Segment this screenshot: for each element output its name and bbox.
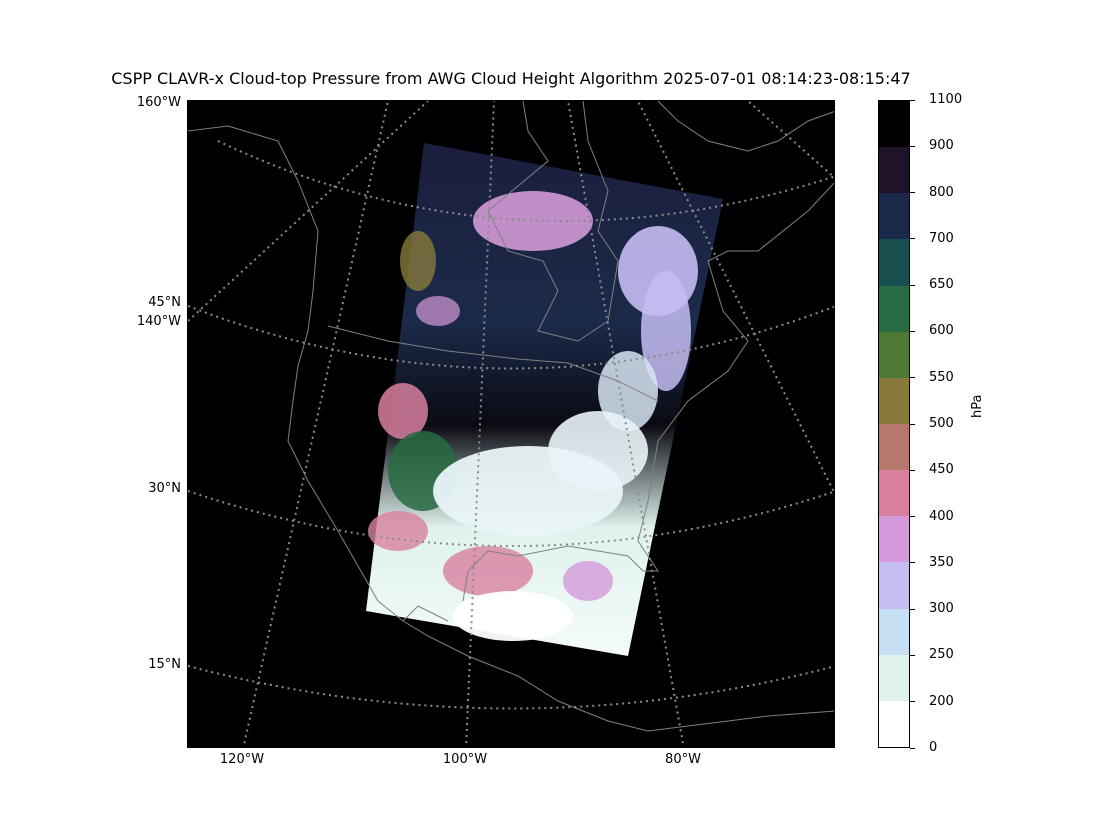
colorbar-tick-label: 350: [929, 554, 954, 570]
map-panel: [187, 100, 835, 748]
colorbar-tick-label: 1100: [929, 92, 963, 107]
colorbar-tick-mark: [910, 469, 915, 471]
lon-label-120w: 120°W: [219, 752, 265, 767]
colorbar-tick-mark: [910, 516, 915, 518]
colorbar-units-label: hPa: [970, 394, 985, 418]
colorbar-tick-mark: [910, 423, 915, 425]
lat-label-15n: 15°N: [148, 657, 181, 672]
colorbar-tick-label: 900: [929, 138, 954, 154]
colorbar-tick-label: 600: [929, 323, 954, 339]
lon-label-100w: 100°W: [442, 752, 488, 767]
map-svg: [188, 101, 834, 747]
colorbar-segment: [879, 284, 909, 332]
lon-label-160w: 160°W: [136, 95, 181, 110]
colorbar-segment: [879, 700, 909, 747]
colorbar-tick-label: 250: [929, 647, 954, 663]
colorbar-tick-label: 300: [929, 601, 954, 617]
colorbar-segment: [879, 100, 909, 148]
lon-label-140w: 140°W: [136, 314, 181, 329]
colorbar-tick-mark: [910, 701, 915, 703]
colorbar-tick-mark: [910, 284, 915, 286]
colorbar-segment: [879, 607, 909, 655]
colorbar-tick-label: 700: [929, 230, 954, 246]
colorbar-segment: [879, 238, 909, 286]
lat-label-30n: 30°N: [148, 481, 181, 496]
colorbar-segment: [879, 515, 909, 563]
colorbar-tick-mark: [910, 330, 915, 332]
colorbar-tick-label: 650: [929, 277, 954, 293]
colorbar-tick-label: 450: [929, 462, 954, 478]
colorbar-tick-mark: [910, 238, 915, 240]
graticule-meridians: [188, 101, 834, 747]
cloud-patches: [368, 191, 698, 641]
colorbar-segment: [879, 469, 909, 517]
colorbar-tick-mark: [910, 747, 915, 749]
colorbar-tick-label: 0: [929, 740, 938, 755]
coastline: [188, 101, 834, 732]
colorbar-tick-label: 400: [929, 508, 954, 524]
colorbar-tick-mark: [910, 562, 915, 564]
colorbar-segment: [879, 330, 909, 378]
lon-label-80w: 80°W: [665, 752, 701, 767]
colorbar-segment: [879, 653, 909, 701]
colorbar-tick-mark: [910, 99, 915, 101]
colorbar-segment: [879, 561, 909, 609]
colorbar: [878, 100, 910, 748]
colorbar-tick-label: 200: [929, 693, 954, 709]
lat-label-45n: 45°N: [148, 295, 181, 310]
colorbar-segment: [879, 377, 909, 424]
colorbar-tick-label: 550: [929, 369, 954, 385]
colorbar-tick-mark: [910, 192, 915, 194]
colorbar-segment: [879, 192, 909, 240]
colorbar-tick-mark: [910, 145, 915, 147]
colorbar-tick-label: 500: [929, 416, 954, 431]
colorbar-tick-mark: [910, 608, 915, 610]
colorbar-segment: [879, 146, 909, 194]
plot-title: CSPP CLAVR-x Cloud-top Pressure from AWG…: [111, 69, 911, 88]
colorbar-segment: [879, 423, 909, 471]
graticule-parallels: [188, 140, 834, 710]
colorbar-tick-label: 800: [929, 184, 954, 200]
colorbar-tick-mark: [910, 654, 915, 656]
colorbar-tick-mark: [910, 377, 915, 379]
